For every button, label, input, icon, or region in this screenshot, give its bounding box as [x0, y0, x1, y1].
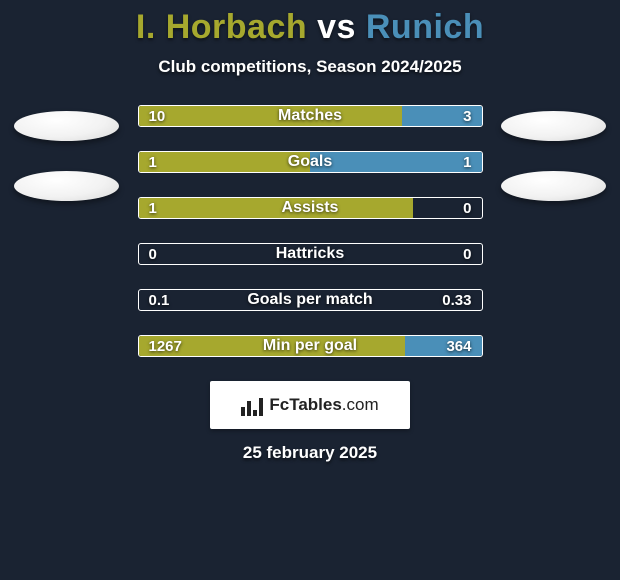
stat-value-left: 0.1 [139, 290, 180, 310]
player1-avatar-column [12, 105, 122, 201]
stat-row: 0 0Hattricks [138, 243, 483, 265]
stat-row: 0.1 0.33Goals per match [138, 289, 483, 311]
title: I. Horbach vs Runich [136, 8, 484, 47]
stat-bar-right [310, 152, 482, 172]
stat-label: Goals per match [139, 290, 482, 310]
branding-text: FcTables.com [269, 395, 378, 415]
player2-name: Runich [366, 8, 484, 46]
stat-bar-left [139, 336, 406, 356]
player2-club-placeholder [501, 171, 606, 201]
stat-row: 11Goals [138, 151, 483, 173]
stat-row: 10Assists [138, 197, 483, 219]
stat-bar-left [139, 198, 413, 218]
vs-text: vs [317, 8, 356, 46]
date-label: 25 february 2025 [243, 443, 377, 463]
stat-value-right: 0 [453, 198, 481, 218]
stat-bar-right [405, 336, 481, 356]
stat-bar-right [402, 106, 481, 126]
player2-avatar-column [499, 105, 609, 201]
stat-value-left: 0 [139, 244, 167, 264]
stat-value-right: 0 [453, 244, 481, 264]
stat-bar-left [139, 106, 403, 126]
stat-bar-left [139, 152, 311, 172]
stat-bars: 103Matches11Goals10Assists00Hattricks0.1… [138, 105, 483, 357]
player1-club-placeholder [14, 171, 119, 201]
stat-label: Hattricks [139, 244, 482, 264]
player2-avatar-placeholder [501, 111, 606, 141]
branding-logo-icon [241, 394, 263, 416]
player1-name: I. Horbach [136, 8, 307, 46]
subtitle: Club competitions, Season 2024/2025 [158, 57, 461, 77]
branding-name: FcTables [269, 395, 341, 414]
stat-row: 103Matches [138, 105, 483, 127]
stat-value-right: 0.33 [432, 290, 481, 310]
comparison-card: I. Horbach vs Runich Club competitions, … [0, 0, 620, 463]
stat-row: 1267364Min per goal [138, 335, 483, 357]
player1-avatar-placeholder [14, 111, 119, 141]
branding-badge: FcTables.com [210, 381, 410, 429]
branding-domain: .com [342, 395, 379, 414]
main-row: 103Matches11Goals10Assists00Hattricks0.1… [0, 105, 620, 357]
